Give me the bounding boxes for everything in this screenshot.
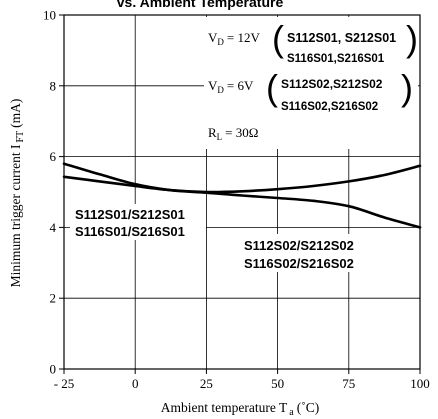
curve-label-1-line-2: S116S01/S216S01 — [75, 224, 185, 239]
y-axis-ticks: 0 2 4 6 8 10 — [43, 8, 64, 377]
x-tick-label: 100 — [410, 376, 430, 391]
x-axis-ticks: - 25 0 25 50 75 100 — [54, 369, 430, 391]
right-paren-12v: ) — [406, 18, 418, 59]
left-paren-12v: ( — [272, 18, 284, 59]
curve-label-2-line-1: S112S02/S212S02 — [244, 238, 354, 253]
y-axis-label-main: Minimum trigger current I — [8, 144, 23, 287]
vd-subscript: D — [217, 37, 224, 47]
y-axis-label-sub: FT — [15, 131, 26, 143]
model-line-6v-1: S112S02,S212S02 — [281, 77, 383, 91]
legend-background — [204, 17, 418, 149]
curve-label-2-line-2: S116S02/S216S02 — [244, 256, 354, 271]
vd-value: = 6V — [227, 78, 254, 93]
y-tick-label: 2 — [50, 291, 57, 306]
condition-12v: VD = 12V ( S112S01, S212S01 S116S01,S216S… — [208, 18, 418, 65]
right-paren-6v: ) — [401, 67, 413, 108]
y-tick-label: 8 — [50, 78, 57, 93]
curve-label-1-line-1: S112S01/S212S01 — [75, 207, 185, 222]
y-tick-label: 10 — [43, 8, 56, 23]
series-line-2 — [62, 162, 422, 229]
x-axis-label-unit: (˚C) — [297, 400, 320, 415]
y-tick-label: 0 — [50, 362, 57, 377]
vd-label: V — [208, 78, 218, 93]
x-axis-label-main: Ambient temperature T — [161, 400, 288, 415]
chart-title: vs. Ambient Temperature — [117, 0, 284, 10]
model-line-12v-2: S116S01,S216S01 — [287, 53, 385, 65]
left-paren-6v: ( — [266, 67, 278, 108]
y-axis-label: Minimum trigger current IFT (mA) — [8, 99, 26, 288]
rl-condition: RL = 30Ω — [208, 125, 258, 142]
x-tick-label: 75 — [342, 376, 355, 391]
x-tick-label: - 25 — [54, 376, 75, 391]
series-line-1 — [62, 164, 422, 194]
y-tick-label: 4 — [50, 220, 57, 235]
series-group — [62, 162, 422, 229]
model-line-12v-1: S112S01, S212S01 — [287, 31, 396, 45]
plot-frame — [63, 14, 421, 370]
x-tick-label: 25 — [200, 376, 213, 391]
vd-value: = 12V — [227, 30, 261, 45]
svg-text:VD= 6V: VD = 6V — [208, 78, 254, 95]
rl-value: = 30Ω — [225, 125, 258, 140]
rl-subscript: L — [217, 132, 223, 142]
curve-label-background-2 — [238, 234, 398, 272]
curve-label-background-1 — [70, 204, 206, 240]
condition-6v: VD = 6V ( S112S02,S212S02 S116S02,S216S02… — [208, 67, 413, 113]
y-axis-label-unit: (mA) — [8, 99, 23, 128]
x-axis-label-sub: a — [289, 407, 294, 418]
model-line-6v-2: S116S02,S216S02 — [281, 101, 378, 113]
x-tick-label: 0 — [132, 376, 139, 391]
svg-text:VD= 12V: VD = 12V — [208, 30, 260, 47]
y-tick-label: 6 — [50, 149, 57, 164]
rl-label: R — [208, 125, 217, 140]
vd-label: V — [208, 30, 218, 45]
vd-subscript: D — [217, 85, 224, 95]
x-tick-label: 50 — [271, 376, 284, 391]
